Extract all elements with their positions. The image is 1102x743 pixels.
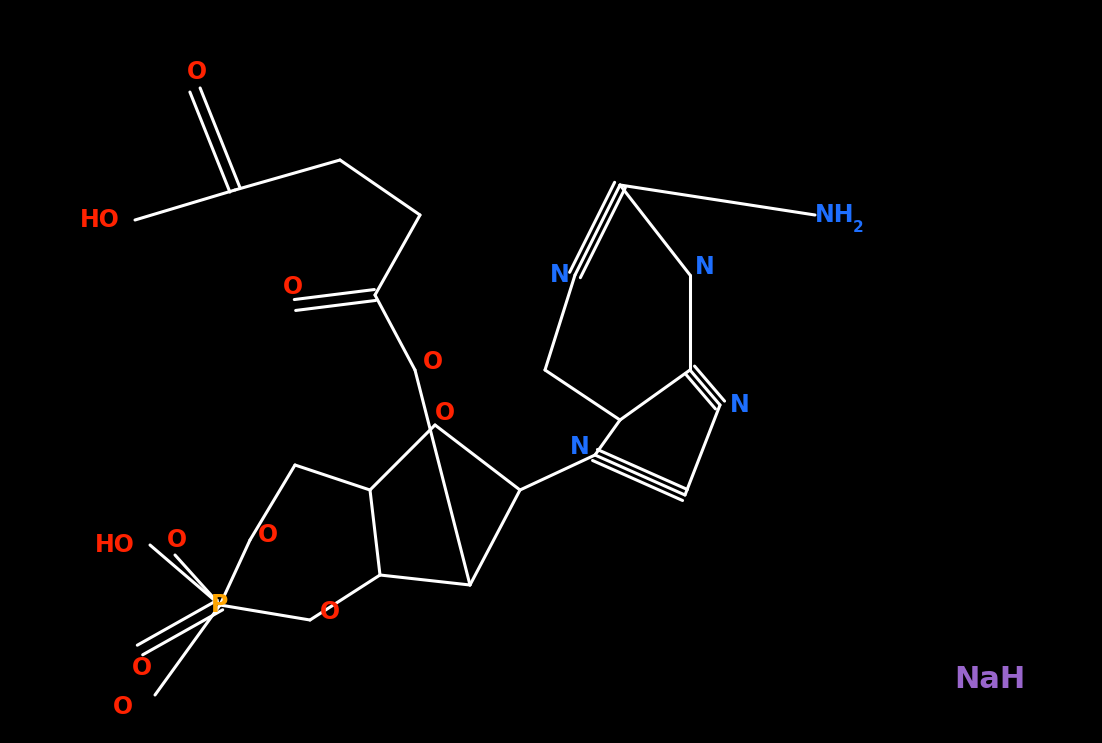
Text: 2: 2 bbox=[853, 219, 864, 235]
Text: N: N bbox=[695, 255, 715, 279]
Text: O: O bbox=[187, 60, 207, 84]
Text: N: N bbox=[550, 263, 570, 287]
Text: O: O bbox=[320, 600, 341, 624]
Text: N: N bbox=[570, 435, 590, 459]
Text: O: O bbox=[258, 523, 278, 547]
Text: O: O bbox=[132, 656, 152, 680]
Text: N: N bbox=[731, 393, 749, 417]
Text: HO: HO bbox=[80, 208, 120, 232]
Text: O: O bbox=[423, 350, 443, 374]
Text: NaH: NaH bbox=[954, 666, 1026, 695]
Text: O: O bbox=[112, 695, 133, 719]
Text: P: P bbox=[212, 593, 229, 617]
Text: O: O bbox=[435, 401, 455, 425]
Text: O: O bbox=[283, 275, 303, 299]
Text: NH: NH bbox=[815, 203, 854, 227]
Text: O: O bbox=[166, 528, 187, 552]
Text: HO: HO bbox=[95, 533, 134, 557]
